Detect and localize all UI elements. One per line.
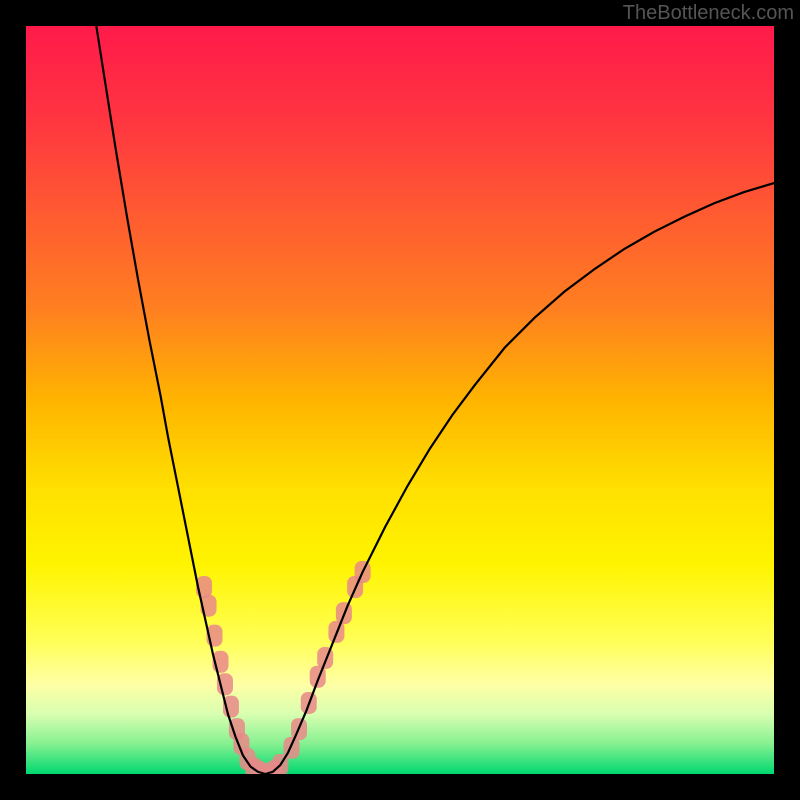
curve-layer	[26, 26, 774, 774]
bottleneck-curve	[96, 26, 774, 774]
data-markers	[196, 561, 371, 774]
plot-area	[26, 26, 774, 774]
watermark-text: TheBottleneck.com	[623, 2, 794, 25]
chart-container: TheBottleneck.com	[0, 0, 800, 800]
